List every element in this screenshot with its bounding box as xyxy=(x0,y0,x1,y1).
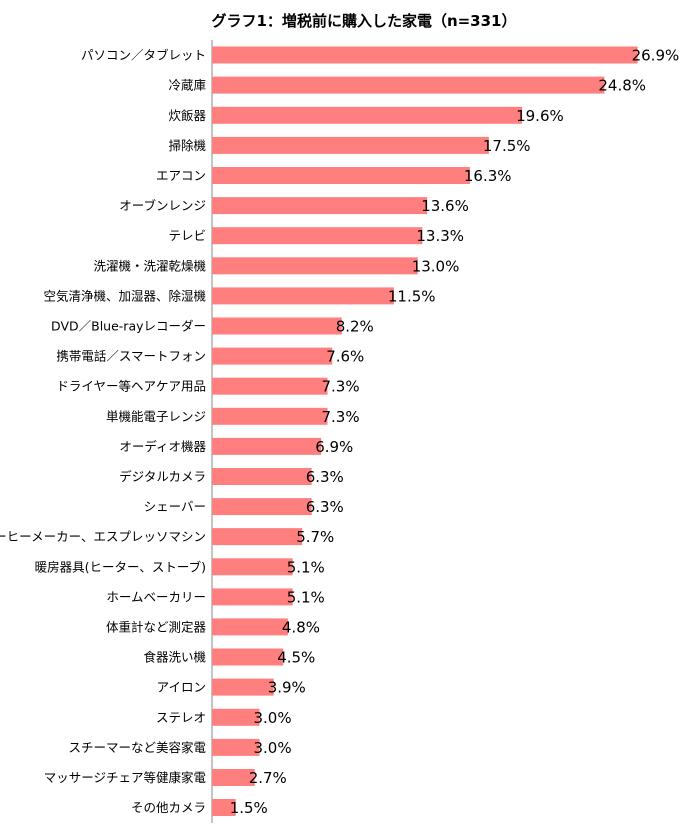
value-label: 6.3% xyxy=(306,468,344,486)
category-label: オーディオ機器 xyxy=(119,439,206,454)
value-label: 16.3% xyxy=(464,167,512,185)
bar xyxy=(212,197,428,215)
bar xyxy=(212,287,394,305)
value-label: 5.1% xyxy=(287,558,325,576)
bar xyxy=(212,437,322,455)
bar xyxy=(212,618,288,636)
category-label-group: パソコン／タブレット冷蔵庫炊飯器掃除機エアコンオーブンレンジテレビ洗濯機・洗濯乾… xyxy=(0,48,206,816)
bar xyxy=(212,46,638,64)
category-label: 食器洗い機 xyxy=(143,650,206,665)
category-label: 携帯電話／スマートフォン xyxy=(56,349,206,364)
category-label: ドライヤー等ヘアケア用品 xyxy=(56,379,206,394)
bar xyxy=(212,528,303,546)
value-label: 17.5% xyxy=(483,137,531,155)
value-label: 7.3% xyxy=(322,378,360,396)
value-label: 4.8% xyxy=(282,618,320,636)
value-label: 2.7% xyxy=(249,769,287,787)
category-label: 炊飯器 xyxy=(168,108,206,123)
bar xyxy=(212,708,260,726)
value-label: 13.0% xyxy=(412,257,460,275)
bar-group xyxy=(212,46,638,816)
bar xyxy=(212,799,236,816)
category-label: その他カメラ xyxy=(131,800,206,815)
bar xyxy=(212,167,470,184)
bar xyxy=(212,648,284,666)
bar xyxy=(212,136,489,154)
bar xyxy=(212,76,605,94)
category-label: 空気清浄機、加湿器、除湿機 xyxy=(43,288,206,303)
category-label: 掃除機 xyxy=(168,138,206,153)
bar xyxy=(212,769,255,786)
bar xyxy=(212,738,260,756)
category-label: オーブンレンジ xyxy=(119,198,206,213)
value-label-group: 26.9% 24.8% 19.6% 17.5% 16.3% 13.6% 13.3% 13.0%… xyxy=(230,47,680,818)
bar xyxy=(212,558,293,576)
value-label: 8.2% xyxy=(336,318,374,336)
value-label: 7.6% xyxy=(326,348,364,366)
category-label: パソコン／タブレット xyxy=(81,48,206,63)
value-label: 3.0% xyxy=(254,739,292,757)
bar xyxy=(212,407,328,425)
bar xyxy=(212,468,312,485)
category-label: ステレオ xyxy=(156,710,206,725)
category-label: エアコン xyxy=(156,168,206,183)
category-label: テレビ xyxy=(168,228,206,243)
value-label: 26.9% xyxy=(632,47,680,65)
chart-title: グラフ1：増税前に購入した家電（n=331） xyxy=(212,12,517,30)
category-label: DVD／Blue-rayレコーダー xyxy=(51,319,206,334)
value-label: 7.3% xyxy=(322,408,360,426)
category-label: 洗濯機・洗濯乾燥機 xyxy=(93,258,206,273)
value-label: 3.9% xyxy=(268,679,306,697)
value-label: 3.0% xyxy=(254,709,292,727)
value-label: 1.5% xyxy=(230,799,268,817)
category-label: スチーマーなど美容家電 xyxy=(68,740,206,755)
value-label: 19.6% xyxy=(516,107,564,125)
category-label: アイロン xyxy=(157,680,206,695)
bar xyxy=(212,317,342,335)
category-label: コーヒーメーカー、エスプレッソマシン xyxy=(0,529,206,544)
bar xyxy=(212,347,333,365)
value-label: 6.9% xyxy=(315,438,353,456)
category-label: 暖房器具(ヒーター、ストーブ) xyxy=(35,559,206,574)
value-label: 4.5% xyxy=(277,649,315,667)
category-label: 体重計など測定器 xyxy=(106,619,207,634)
value-label: 24.8% xyxy=(598,77,646,95)
bar xyxy=(212,678,274,696)
value-label: 5.7% xyxy=(296,528,334,546)
value-label: 6.3% xyxy=(306,498,344,516)
value-label: 11.5% xyxy=(388,287,436,305)
category-label: 単機能電子レンジ xyxy=(106,409,206,424)
bar xyxy=(212,257,418,275)
bar xyxy=(212,588,293,606)
category-label: 冷蔵庫 xyxy=(168,78,206,93)
value-label: 13.6% xyxy=(421,197,469,215)
category-label: マッサージチェア等健康家電 xyxy=(44,770,207,785)
value-label: 13.3% xyxy=(416,227,464,245)
bar xyxy=(212,377,328,395)
bar xyxy=(212,106,523,124)
category-label: ホームベーカリー xyxy=(106,589,206,604)
bar xyxy=(212,227,423,245)
value-label: 5.1% xyxy=(287,588,325,606)
bar xyxy=(212,498,312,516)
category-label: シェーバー xyxy=(144,499,206,514)
category-label: デジタルカメラ xyxy=(119,469,206,484)
